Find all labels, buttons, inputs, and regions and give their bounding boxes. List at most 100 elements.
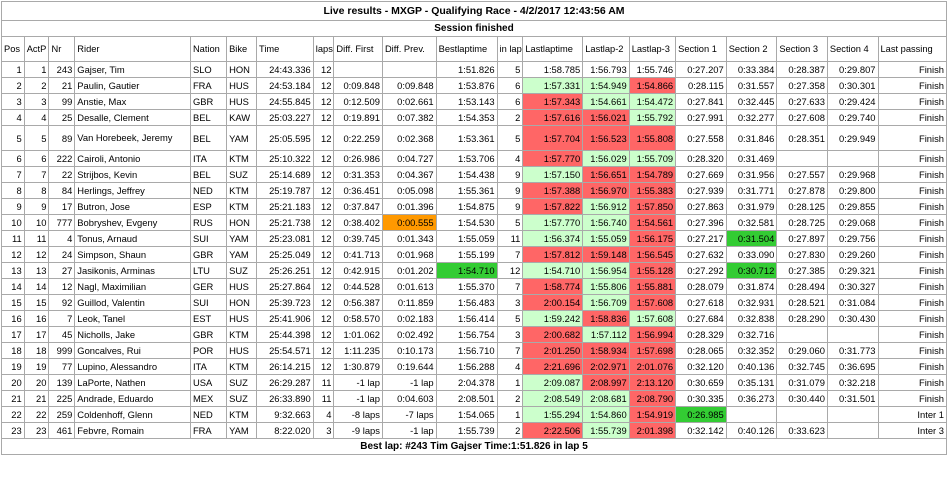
cell-bestlaptime: 1:56.483 [435, 294, 498, 311]
cell-lastlaptime: 1:57.331 [522, 77, 584, 94]
cell-section-1: 0:28.320 [675, 150, 727, 167]
cell-bike: HON [226, 294, 257, 311]
table-row: 10 10 777 Bobryshev, Evgeny RUS HON 25:21.738 1… [1, 214, 948, 231]
column-header-pos: Pos [1, 36, 25, 62]
cell-lastlaptime: 1:57.822 [522, 198, 584, 215]
cell-actp: 15 [23, 294, 50, 311]
cell-section-4: 0:31.084 [826, 294, 879, 311]
table-row: 21 21 225 Andrade, Eduardo MEX SUZ 26:33.890 11… [1, 390, 948, 407]
cell-rider: Lupino, Alessandro [74, 358, 191, 375]
cell-nr: 27 [48, 262, 76, 279]
cell-time: 25:54.571 [256, 342, 314, 359]
cell-last-passing: Finish [877, 150, 948, 167]
cell-last-passing: Finish [877, 230, 948, 247]
cell-lastlap-3: 1:54.561 [628, 214, 677, 231]
cell-nr: 77 [48, 358, 76, 375]
cell-time: 25:14.689 [256, 166, 314, 183]
cell-in-lap: 9 [496, 182, 524, 199]
cell-lastlap-2: 1:56.029 [582, 150, 630, 167]
cell-in-lap: 1 [496, 406, 524, 423]
cell-section-2: 0:33.384 [725, 61, 778, 78]
cell-diff-prev: 0:00.555 [381, 214, 437, 231]
cell-time: 25:44.398 [256, 326, 314, 343]
cell-rider: Anstie, Max [74, 93, 191, 110]
cell-in-lap: 6 [496, 77, 524, 94]
cell-lastlap-3: 1:55.128 [628, 262, 677, 279]
cell-section-2: 0:32.931 [725, 294, 778, 311]
cell-section-2: 0:31.874 [725, 278, 778, 295]
cell-diff-prev: -1 lap [381, 422, 437, 439]
cell-section-4: 0:29.807 [826, 61, 879, 78]
cell-section-4: 0:29.740 [826, 109, 879, 126]
cell-nr: 999 [48, 342, 76, 359]
cell-lastlap-3: 1:54.472 [628, 93, 677, 110]
cell-bestlaptime: 1:55.361 [435, 182, 498, 199]
cell-nr: 777 [48, 214, 76, 231]
cell-diff-prev: 0:05.098 [381, 182, 437, 199]
results-body: 1 1 243 Gajser, Tim SLO HON 24:43.336 12 1:51.82… [1, 61, 948, 439]
cell-pos: 22 [1, 406, 25, 423]
cell-diff-first: -1 lap [333, 390, 383, 407]
cell-pos: 20 [1, 374, 25, 391]
results-table: Live results - MXGP - Qualifying Race - … [1, 1, 948, 455]
cell-diff-prev: 0:09.848 [381, 77, 437, 94]
cell-lastlap-3: 1:54.789 [628, 166, 677, 183]
cell-lastlap-3: 1:55.808 [628, 125, 677, 151]
cell-lastlap-2: 2:08.681 [582, 390, 630, 407]
cell-nr: 21 [48, 77, 76, 94]
cell-laps: 12 [312, 150, 335, 167]
table-row: 23 23 461 Febvre, Romain FRA YAM 8:22.020 3 -9 l… [1, 422, 948, 439]
cell-laps: 4 [312, 406, 335, 423]
table-row: 15 15 92 Guillod, Valentin SUI HON 25:39.723 12… [1, 294, 948, 311]
cell-pos: 3 [1, 93, 25, 110]
cell-diff-first: 0:38.402 [333, 214, 383, 231]
cell-diff-prev: 0:11.859 [381, 294, 437, 311]
cell-section-3: 0:28.290 [776, 310, 828, 327]
cell-in-lap: 3 [496, 294, 524, 311]
cell-time: 24:55.845 [256, 93, 314, 110]
cell-section-2: 0:35.131 [725, 374, 778, 391]
cell-section-1: 0:32.120 [675, 358, 727, 375]
cell-time: 26:33.890 [256, 390, 314, 407]
cell-section-3: 0:28.351 [776, 125, 828, 151]
cell-pos: 1 [1, 61, 25, 78]
cell-nation: ITA [189, 150, 228, 167]
cell-bike: YAM [226, 246, 257, 263]
cell-section-4: 0:30.430 [826, 310, 879, 327]
cell-lastlaptime: 1:57.704 [522, 125, 584, 151]
cell-last-passing: Finish [877, 246, 948, 263]
cell-lastlap-2: 1:55.806 [582, 278, 630, 295]
cell-nr: 7 [48, 310, 76, 327]
cell-nr: 12 [48, 278, 76, 295]
cell-diff-first: 0:36.451 [333, 182, 383, 199]
column-header-in-lap: in lap [496, 36, 524, 62]
cell-bestlaptime: 2:08.501 [435, 390, 498, 407]
cell-nation: GER [189, 278, 228, 295]
cell-laps: 12 [312, 166, 335, 183]
cell-nation: SUI [189, 294, 228, 311]
cell-bike: KTM [226, 182, 257, 199]
results-container: Live results - MXGP - Qualifying Race - … [1, 1, 948, 455]
cell-in-lap: 2 [496, 390, 524, 407]
cell-lastlap-3: 1:55.881 [628, 278, 677, 295]
column-header-section-4: Section 4 [826, 36, 879, 62]
cell-section-1: 0:27.558 [675, 125, 727, 151]
cell-pos: 15 [1, 294, 25, 311]
table-row: 17 17 45 Nicholls, Jake GBR KTM 25:44.398 12 1:0… [1, 326, 948, 343]
column-header-time: Time [256, 36, 314, 62]
cell-nr: 222 [48, 150, 76, 167]
cell-actp: 17 [23, 326, 50, 343]
cell-rider: Tonus, Arnaud [74, 230, 191, 247]
cell-lastlap-3: 1:56.545 [628, 246, 677, 263]
cell-pos: 21 [1, 390, 25, 407]
cell-rider: Coldenhoff, Glenn [74, 406, 191, 423]
cell-section-2: 0:31.504 [725, 230, 778, 247]
cell-last-passing: Finish [877, 198, 948, 215]
cell-section-3: 0:27.897 [776, 230, 828, 247]
cell-pos: 4 [1, 109, 25, 126]
cell-bike: YAM [226, 125, 257, 151]
cell-section-3: 0:29.060 [776, 342, 828, 359]
cell-diff-prev [381, 61, 437, 78]
cell-nation: EST [189, 310, 228, 327]
cell-section-1: 0:32.142 [675, 422, 727, 439]
